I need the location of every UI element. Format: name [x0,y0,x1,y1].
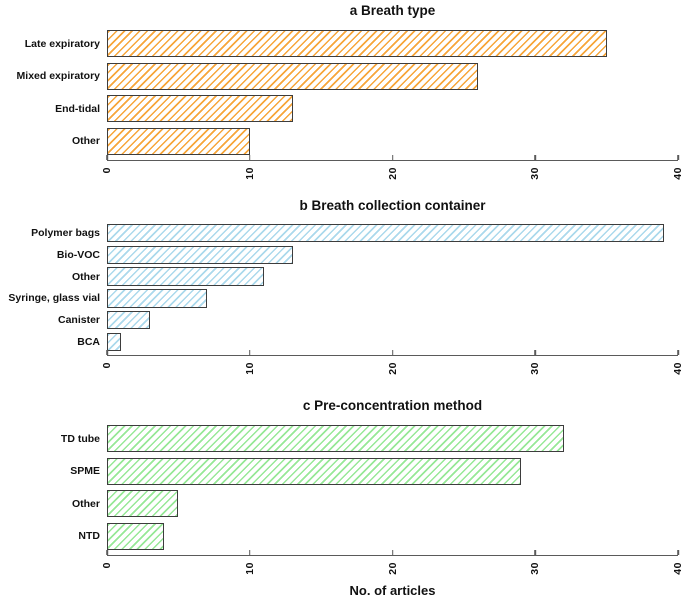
axis-tick [677,550,679,555]
x-axis-label: No. of articles [349,583,436,598]
axis-tick-label-text: 20 [386,167,399,180]
category-label: Other [71,497,100,510]
axis-tick-label-text: 20 [386,562,399,575]
axis-tick-label-text: 10 [243,562,256,575]
chart-panel: c Pre-concentration method TD tube SPME Ot… [0,398,685,575]
axis-tick [677,350,679,355]
bar [107,289,207,308]
bar-row: End-tidal [55,95,678,123]
plot-area: TD tube SPME Other NTD 0 10 20 30 40 [61,420,684,575]
bar [107,490,179,518]
category-label: Polymer bags [31,226,100,239]
axis-tick [534,550,537,555]
axis-tick [677,155,679,160]
axis-tick-label: 30 [529,167,541,180]
axis-tick [534,155,537,160]
axis-tick-label: 30 [529,562,541,575]
axis-tick-label: 20 [387,362,399,375]
bar-row: Syringe, glass vial [8,289,678,308]
plot-area: Polymer bags Bio-VOC Other Syringe, glass v… [8,220,684,375]
bar [107,127,250,155]
bar [107,457,521,485]
axis-tick-label: 40 [672,362,684,375]
panel-title: a Breath type [349,3,436,18]
axis-tick-label-text: 20 [386,362,399,375]
axis-tick-label-text: 40 [672,167,684,180]
bar [107,522,165,550]
bar [107,62,479,90]
axis-tick-label: 10 [244,562,256,575]
axis-tick [391,550,394,555]
category-label: End-tidal [55,102,100,115]
axis-tick [248,550,251,555]
axis-tick-label: 40 [672,167,684,180]
axis-tick [248,350,251,355]
bar-row: NTD [78,522,678,550]
axis-tick-label-text: 40 [672,562,684,575]
bar [107,245,293,264]
category-label: Mixed expiratory [16,70,100,83]
axis-tick [391,350,394,355]
axis-tick-label: 30 [529,362,541,375]
axis-tick-label-text: 0 [101,562,113,569]
axis-tick-label-text: 30 [529,562,542,575]
axis-tick-label-text: 40 [672,362,684,375]
axis-tick [534,350,537,355]
category-label: Other [71,270,100,283]
category-label: SPME [70,465,100,478]
axis-tick-label: 20 [387,167,399,180]
category-label: Other [71,135,100,148]
axis-tick [391,155,394,160]
bar-row: BCA [77,333,678,352]
axis-tick [106,155,108,160]
bar [107,311,150,330]
category-label: BCA [77,336,100,349]
bar-row: Late expiratory [25,30,678,58]
axis-tick [106,350,108,355]
category-label: Canister [57,314,100,327]
axis-tick-label-text: 0 [101,167,113,174]
bar [107,223,664,242]
plot-area: Late expiratory Mixed expiratory End-tidal… [17,25,684,180]
category-label: TD tube [60,432,100,445]
axis-tick [106,550,108,555]
axis-tick-label-text: 0 [101,362,113,369]
bar-row: Mixed expiratory [17,62,678,90]
bar-row: TD tube [61,425,678,453]
category-label: Late expiratory [24,37,100,50]
category-label: Bio-VOC [56,248,100,261]
bar [107,267,265,286]
panel-title: b Breath collection container [299,198,486,213]
bar-row: Canister [58,311,678,330]
category-label: Syringe, glass vial [8,292,100,305]
bar-row: Other [72,267,678,286]
axis-tick-label-text: 10 [243,167,256,180]
axis-tick-label: 10 [244,362,256,375]
axis-tick-label: 0 [101,562,113,568]
bar-row: Other [72,127,678,155]
chart-panel: a Breath type Late expiratory Mixed expir… [0,3,685,180]
bar [107,30,607,58]
bar-row: Polymer bags [31,223,678,242]
bar-row: Other [72,490,678,518]
bar [107,333,122,352]
axis-tick [248,155,251,160]
axis-tick-label-text: 30 [529,167,542,180]
bar-row: SPME [70,457,678,485]
axis-tick-label-text: 30 [529,362,542,375]
axis-tick-label: 10 [244,167,256,180]
axis-tick-label: 40 [672,562,684,575]
bar-row: Bio-VOC [57,245,678,264]
chart-panel: b Breath collection container Polymer ba… [0,198,685,375]
axis-tick-label: 0 [101,362,113,368]
axis-tick-label: 0 [101,167,113,173]
category-label: NTD [78,530,100,543]
bar [107,95,293,123]
panel-title: c Pre-concentration method [302,398,483,413]
axis-tick-label: 20 [387,562,399,575]
axis-tick-label-text: 10 [243,362,256,375]
bar [107,425,564,453]
